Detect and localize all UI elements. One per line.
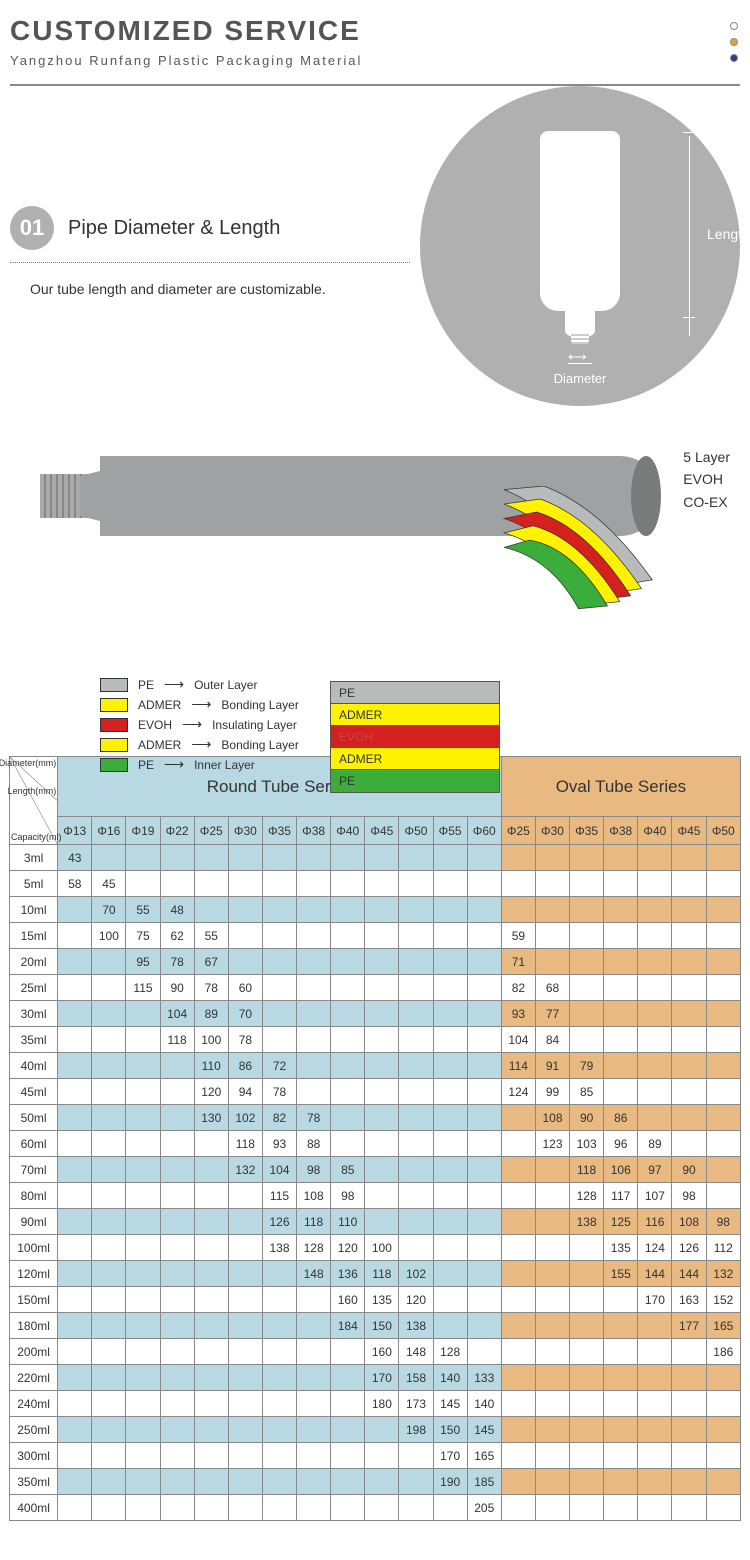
page-subtitle: Yangzhou Runfang Plastic Packaging Mater… xyxy=(10,53,740,68)
page-title: CUSTOMIZED SERVICE xyxy=(10,15,740,47)
table-row: 400ml205 xyxy=(10,1495,741,1521)
table-row: 45ml12094781249985 xyxy=(10,1079,741,1105)
table-row: 35ml1181007810484 xyxy=(10,1027,741,1053)
table-row: 15ml10075625559 xyxy=(10,923,741,949)
dim-length: Length xyxy=(689,136,690,336)
table-row: 20ml95786771 xyxy=(10,949,741,975)
table-row: 250ml198150145 xyxy=(10,1417,741,1443)
section-pipe: Length ⟷ Diameter 01 Pipe Diameter & Len… xyxy=(0,86,750,436)
corner-header: Diameter(mm)Length(mm)Capacity(ml) xyxy=(10,757,58,845)
table-row: 70ml13210498851181069790 xyxy=(10,1157,741,1183)
page-header: CUSTOMIZED SERVICE Yangzhou Runfang Plas… xyxy=(0,0,750,76)
table-row: 350ml190185 xyxy=(10,1469,741,1495)
table-row: 80ml1151089812811710798 xyxy=(10,1183,741,1209)
decor-dots xyxy=(730,22,738,62)
table-row: 300ml170165 xyxy=(10,1443,741,1469)
table-row: 200ml160148128186 xyxy=(10,1339,741,1365)
tube-circle-graphic: Length ⟷ Diameter xyxy=(420,86,740,406)
table-row: 180ml184150138177165 xyxy=(10,1313,741,1339)
layer-cutaway: PEADMEREVOHADMERPE PE⟶Outer LayerADMER⟶B… xyxy=(40,526,740,726)
tube-spec-table: Diameter(mm)Length(mm)Capacity(ml)Round … xyxy=(9,756,741,1521)
table-row: 100ml138128120100135124126112 xyxy=(10,1235,741,1261)
table-row: 5ml5845 xyxy=(10,871,741,897)
badge-01: 01 xyxy=(10,206,54,250)
table-row: 150ml160135120170163152 xyxy=(10,1287,741,1313)
peel-graphic xyxy=(480,486,680,616)
section-title: Pipe Diameter & Length xyxy=(68,217,280,240)
tube-illustration: Length ⟷ Diameter xyxy=(530,131,630,361)
table-row: 120ml148136118102155144144132 xyxy=(10,1261,741,1287)
layer-diagram: 5 LayerEVOHCO-EX PEADMEREVOHADMERPE PE⟶O… xyxy=(0,436,750,756)
table-row: 40ml11086721149179 xyxy=(10,1053,741,1079)
table-row: 240ml180173145140 xyxy=(10,1391,741,1417)
oval-series-header: Oval Tube Series xyxy=(501,757,740,817)
layer-legend: PE⟶Outer LayerADMER⟶Bonding LayerEVOH⟶In… xyxy=(100,676,299,776)
table-row: 3ml43 xyxy=(10,845,741,871)
table-row: 30ml10489709377 xyxy=(10,1001,741,1027)
table-row: 10ml705548 xyxy=(10,897,741,923)
table-row: 25ml1159078608268 xyxy=(10,975,741,1001)
spec-labels: 5 LayerEVOHCO-EX xyxy=(683,446,730,513)
dim-diameter: ⟷ Diameter xyxy=(530,352,630,386)
dotted-rule xyxy=(10,262,410,263)
table-row: 220ml170158140133 xyxy=(10,1365,741,1391)
table-row: 60ml11893881231039689 xyxy=(10,1131,741,1157)
table-row: 90ml12611811013812511610898 xyxy=(10,1209,741,1235)
table-row: 50ml13010282781089086 xyxy=(10,1105,741,1131)
